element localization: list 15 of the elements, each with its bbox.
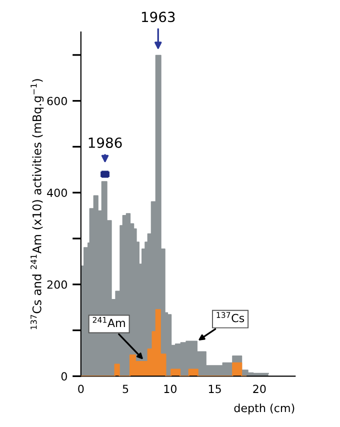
annotation: 1963 xyxy=(142,12,175,22)
annotation: 1986 xyxy=(88,137,122,148)
x-tick-label: 15 xyxy=(208,384,221,394)
x-tick-label: 20 xyxy=(253,384,266,394)
x-axis-title: depth (cm) xyxy=(234,404,294,414)
x-tick-label: 0 xyxy=(78,384,84,394)
annotation: $^{137}$Cs xyxy=(216,312,244,322)
y-tick-label: 0 xyxy=(61,372,67,381)
annotation: $^{241}$Am xyxy=(92,316,125,327)
y-tick-label: 400 xyxy=(47,188,67,198)
y-tick-label: 200 xyxy=(47,280,67,289)
x-tick-label: 5 xyxy=(122,384,128,394)
y-axis-title: $^{137}$Cs and $^{241}$Am (x10) activities (mBq.g$^{−1}$) xyxy=(30,79,44,330)
x-tick-label: 10 xyxy=(164,384,176,394)
y-tick-label: 600 xyxy=(47,96,67,106)
